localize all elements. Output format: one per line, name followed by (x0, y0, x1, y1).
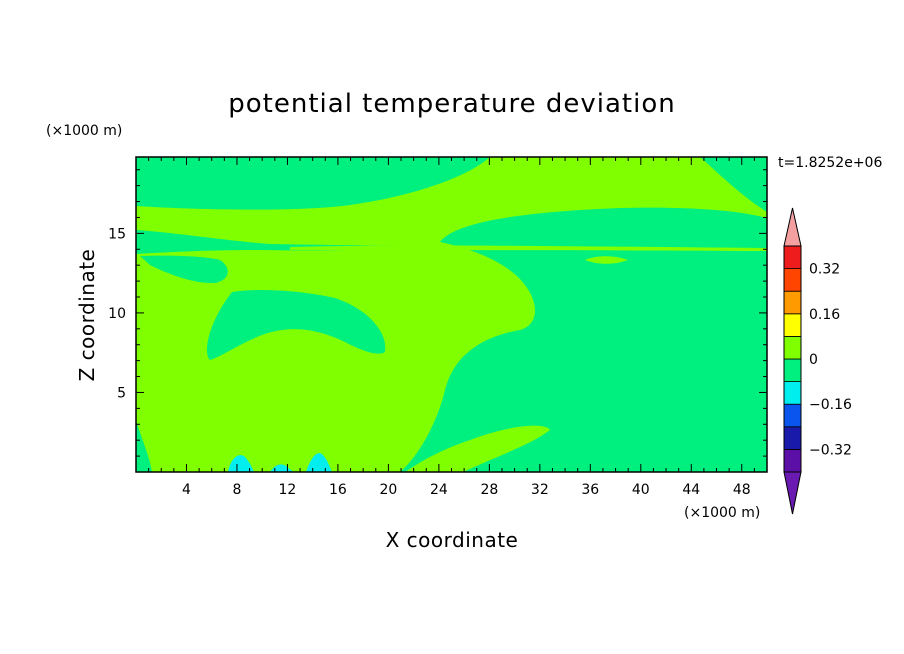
x-tick-label: 4 (182, 482, 191, 498)
x-tick-label: 12 (279, 482, 297, 498)
colorbar-segment (783, 403, 802, 428)
contour-cyan-spot-2 (270, 464, 294, 472)
contour-neg-bottom-left (136, 420, 152, 472)
y-tick-label: 15 (108, 226, 126, 242)
y-axis: 5 10 15 (108, 169, 767, 457)
colorbar-segment (783, 381, 802, 405)
colorbar-segment (783, 358, 802, 383)
colorbar-segment (783, 335, 802, 360)
y-tick-label: 10 (108, 306, 126, 322)
contour-pos-thin-band (290, 245, 767, 251)
x-tick-label: 16 (329, 482, 347, 498)
x-unit-label: (×1000 m) (684, 505, 760, 521)
colorbar-segment (783, 448, 802, 473)
colorbar-segment (783, 426, 802, 450)
x-tick-label: 44 (682, 482, 700, 498)
colorbar: 0.32 0.16 0 −0.16 −0.32 (783, 207, 852, 515)
x-axis: 4 8 12 16 20 24 28 32 36 40 44 48 (148, 157, 755, 498)
time-stamp: t=1.8252e+06 (778, 155, 882, 171)
x-tick-label: 40 (632, 482, 650, 498)
x-tick-label: 28 (480, 482, 498, 498)
x-axis-label: X coordinate (386, 528, 519, 552)
contour-neg-bottom-right (690, 457, 750, 472)
contour-cyan-spot-3 (306, 453, 332, 472)
x-tick-label: 8 (232, 482, 241, 498)
y-tick-label: 5 (117, 385, 126, 401)
colorbar-label: 0.32 (809, 262, 840, 278)
colorbar-segment (783, 290, 802, 315)
y-axis-label: Z coordinate (75, 249, 99, 382)
contour-pos-small-island (585, 256, 628, 264)
colorbar-segment (783, 245, 802, 270)
x-tick-label: 48 (733, 482, 751, 498)
contour-neg-top-band (136, 157, 767, 212)
colorbar-label: −0.16 (809, 397, 852, 413)
colorbar-under-triangle (783, 471, 802, 515)
colorbar-label: 0.16 (809, 307, 840, 323)
x-tick-label: 24 (430, 482, 448, 498)
colorbar-segment (783, 313, 802, 337)
x-tick-label: 36 (581, 482, 599, 498)
contour-neg-loop (206, 290, 386, 360)
x-tick-label: 32 (531, 482, 549, 498)
colorbar-segment (783, 268, 802, 292)
contour-field (136, 157, 767, 472)
colorbar-frame (783, 245, 802, 473)
colorbar-label: −0.32 (809, 442, 852, 458)
contour-neg-main-body (400, 207, 767, 472)
colorbar-over-triangle (783, 207, 802, 247)
contour-neg-left-lobe (140, 255, 228, 284)
y-unit-label: (×1000 m) (46, 123, 122, 139)
contour-cyan-spot-1 (228, 455, 254, 472)
colorbar-label: 0 (809, 352, 818, 368)
contour-neg-right-lobe (677, 250, 767, 410)
chart-title: potential temperature deviation (228, 89, 675, 119)
x-tick-label: 20 (379, 482, 397, 498)
